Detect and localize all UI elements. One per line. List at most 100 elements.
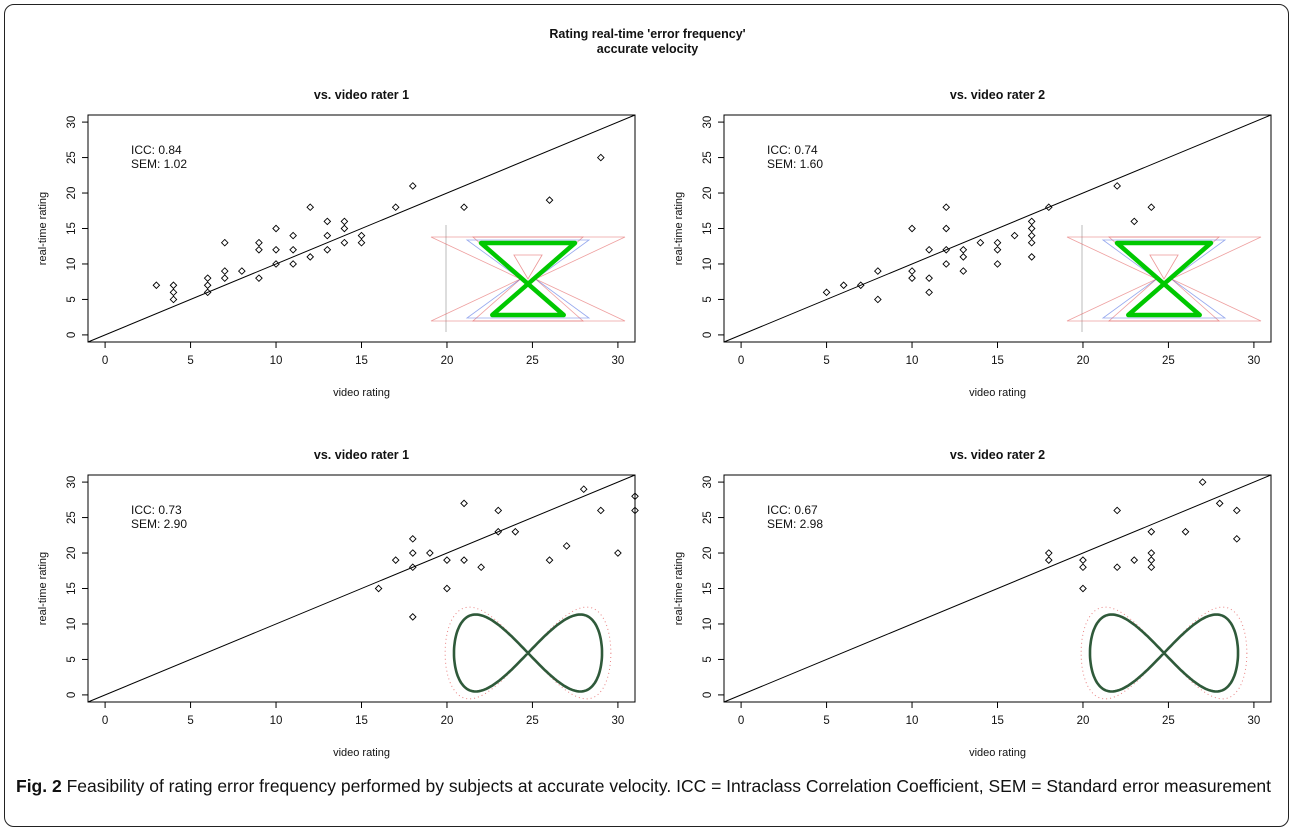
x-tick-label: 10 bbox=[906, 355, 919, 367]
data-point bbox=[408, 563, 417, 572]
y-tick-label: 30 bbox=[66, 476, 78, 489]
data-point bbox=[1113, 182, 1121, 190]
data-point bbox=[614, 549, 622, 557]
data-point bbox=[562, 542, 571, 550]
data-point bbox=[545, 556, 554, 564]
data-point bbox=[340, 224, 349, 233]
data-point bbox=[1147, 563, 1156, 572]
hourglass-trajectory-icon bbox=[430, 225, 626, 332]
hourglass-inner bbox=[1149, 254, 1179, 280]
chart-title: vs. video rater 2 bbox=[950, 88, 1045, 102]
data-point bbox=[272, 245, 280, 254]
x-tick-label: 5 bbox=[187, 715, 193, 727]
x-tick-label: 15 bbox=[991, 355, 1004, 367]
data-point bbox=[408, 549, 417, 557]
x-tick-label: 30 bbox=[1248, 355, 1261, 367]
data-point bbox=[460, 203, 468, 212]
data-point bbox=[460, 556, 468, 564]
data-point bbox=[942, 260, 951, 268]
data-point bbox=[976, 238, 985, 247]
data-point bbox=[1079, 563, 1087, 572]
data-point bbox=[1181, 527, 1190, 536]
data-point bbox=[993, 245, 1002, 254]
y-tick-label: 20 bbox=[66, 187, 78, 200]
infinity-path bbox=[452, 613, 604, 693]
y-axis-label: real-time rating bbox=[673, 192, 685, 265]
data-point bbox=[1232, 506, 1241, 515]
data-point bbox=[839, 281, 848, 290]
data-point bbox=[255, 245, 263, 254]
x-tick-label: 20 bbox=[1077, 355, 1090, 367]
data-point bbox=[443, 584, 451, 593]
data-point bbox=[494, 506, 503, 515]
chart-panel-4: vs. video rater 2 0 5 10 15 20 25 30 0 5 10 15 20 25 3… bbox=[673, 448, 1272, 759]
y-tick-label: 20 bbox=[702, 187, 714, 200]
y-tick-label: 10 bbox=[702, 258, 714, 271]
data-point bbox=[1198, 478, 1207, 486]
reference-line bbox=[723, 474, 1272, 703]
data-point bbox=[856, 281, 865, 290]
chart-title: vs. video rater 1 bbox=[314, 448, 409, 462]
x-tick-label: 30 bbox=[1248, 715, 1261, 727]
icc-annotation: ICC: 0.67 bbox=[767, 503, 818, 517]
data-point bbox=[1147, 556, 1156, 564]
data-point bbox=[874, 267, 882, 275]
data-point bbox=[925, 288, 933, 297]
data-point bbox=[272, 260, 280, 268]
x-tick-label: 0 bbox=[102, 355, 108, 367]
data-point bbox=[289, 245, 297, 254]
hourglass-path bbox=[478, 240, 578, 318]
x-tick-label: 5 bbox=[187, 355, 193, 367]
y-tick-label: 25 bbox=[66, 511, 78, 524]
data-point bbox=[391, 203, 400, 212]
data-point bbox=[169, 288, 178, 297]
data-point bbox=[942, 224, 951, 233]
x-tick-label: 10 bbox=[270, 355, 283, 367]
x-tick-label: 15 bbox=[991, 715, 1004, 727]
y-tick-label: 25 bbox=[702, 151, 714, 164]
sem-annotation: SEM: 2.90 bbox=[131, 517, 187, 531]
data-point bbox=[959, 245, 968, 254]
x-axis-label: video rating bbox=[969, 387, 1026, 399]
y-tick-label: 25 bbox=[702, 511, 714, 524]
data-point bbox=[596, 506, 605, 515]
data-point bbox=[460, 499, 468, 508]
caption-label: Fig. 2 bbox=[16, 776, 62, 796]
infinity-halo bbox=[1080, 606, 1248, 700]
x-tick-label: 25 bbox=[1162, 715, 1175, 727]
data-point bbox=[220, 274, 229, 282]
x-axis-label: video rating bbox=[969, 747, 1026, 759]
infinity-trajectory-icon bbox=[444, 606, 612, 700]
x-tick-label: 5 bbox=[823, 355, 829, 367]
hourglass-inner bbox=[513, 254, 543, 280]
y-tick-label: 0 bbox=[702, 692, 714, 698]
data-point bbox=[1130, 556, 1139, 564]
y-axis-label: real-time rating bbox=[673, 552, 685, 625]
data-point bbox=[374, 584, 383, 593]
data-point bbox=[822, 288, 831, 297]
data-point bbox=[1044, 549, 1053, 557]
data-point bbox=[289, 231, 297, 240]
data-point bbox=[323, 231, 332, 240]
data-point bbox=[203, 281, 212, 290]
icc-annotation: ICC: 0.84 bbox=[131, 143, 182, 157]
data-point bbox=[874, 295, 882, 304]
data-point bbox=[1147, 527, 1156, 536]
y-tick-label: 0 bbox=[66, 332, 78, 338]
x-tick-label: 15 bbox=[355, 715, 368, 727]
chart-panel-2: vs. video rater 2 0 5 10 15 20 25 30 0 5 10 15 20 25 3… bbox=[673, 88, 1272, 399]
y-tick-label: 30 bbox=[66, 116, 78, 129]
data-point bbox=[306, 253, 315, 261]
data-point bbox=[272, 224, 280, 233]
y-tick-label: 5 bbox=[702, 296, 714, 302]
data-point bbox=[908, 224, 916, 233]
reference-line bbox=[87, 114, 636, 343]
y-tick-label: 10 bbox=[702, 618, 714, 631]
data-point bbox=[443, 556, 451, 564]
sem-annotation: SEM: 1.60 bbox=[767, 157, 823, 171]
x-axis-label: video rating bbox=[333, 747, 390, 759]
y-tick-label: 30 bbox=[702, 116, 714, 129]
y-tick-label: 5 bbox=[66, 656, 78, 662]
data-point bbox=[323, 245, 332, 254]
infinity-path bbox=[1088, 613, 1240, 693]
